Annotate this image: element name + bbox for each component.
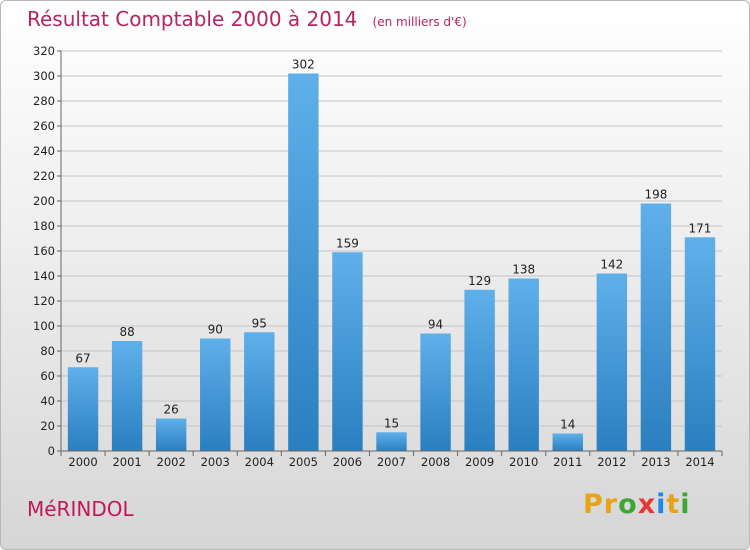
bar [111,341,143,451]
y-tick-label: 180 [33,219,55,233]
y-tick-label: 20 [40,419,55,433]
y-tick-label: 0 [48,444,55,458]
y-tick-label: 80 [40,344,55,358]
y-tick-label: 40 [40,394,55,408]
bar-value-label: 14 [560,418,575,432]
y-tick-label: 300 [33,69,55,83]
logo-letter: P [583,489,604,520]
y-tick-label: 320 [33,44,55,58]
bar [288,73,319,451]
x-tick-label: 2006 [333,455,362,469]
bar [332,252,363,451]
y-tick-label: 280 [33,94,55,108]
bar [640,203,672,451]
bar-value-label: 302 [292,58,315,72]
x-tick-label: 2003 [201,455,230,469]
logo-letter: x [637,489,657,520]
bar-value-label: 171 [689,221,712,235]
x-tick-label: 2008 [421,455,450,469]
town-name: MéRINDOL [27,497,134,521]
bar-value-label: 88 [119,325,134,339]
y-tick-label: 260 [33,119,55,133]
bar-value-label: 198 [644,188,667,202]
bar [155,418,187,451]
bar [200,338,231,451]
x-tick-label: 2005 [289,455,318,469]
bar-value-label: 26 [164,403,179,417]
chart-title-unit: (en milliers d'€) [372,15,467,29]
x-tick-label: 2004 [245,455,274,469]
x-tick-label: 2009 [465,455,494,469]
logo-letter: t [666,489,681,520]
x-tick-label: 2014 [685,455,714,469]
y-axis: 0 20 40 60 80 100 120 140 160 180 200 220 240 260 280 3… [33,44,62,458]
logo-letter: i [680,489,691,520]
logo-letter: r [603,489,619,520]
bar [67,367,99,451]
y-tick-label: 60 [40,369,55,383]
bar-value-label: 94 [428,318,443,332]
y-tick-label: 240 [33,144,55,158]
bars: 67 88 26 90 95 302 159 15 94 129 138 14 142 198 171 [67,58,716,451]
bar [508,278,539,451]
bar [464,289,495,451]
bar [376,432,407,451]
x-tick-label: 2012 [597,455,626,469]
bar-value-label: 129 [468,274,491,288]
x-tick-label: 2010 [509,455,538,469]
y-tick-label: 140 [33,269,55,283]
bar [420,333,451,451]
bar-value-label: 142 [600,258,623,272]
bar [596,273,628,451]
y-tick-label: 160 [33,244,55,258]
y-tick-label: 100 [33,319,55,333]
x-tick-label: 2001 [112,455,141,469]
bar [684,237,716,451]
x-tick-label: 2013 [641,455,670,469]
x-axis: 2000 2001 2002 2003 2004 2005 2006 2007 2008 2009… [60,450,723,469]
x-tick-label: 2002 [157,455,186,469]
y-tick-label: 200 [33,194,55,208]
logo-letter: i [656,489,667,520]
bar [244,332,275,451]
bar-value-label: 90 [208,323,223,337]
bar-value-label: 159 [336,236,359,250]
bar-value-label: 67 [75,351,90,365]
x-tick-label: 2000 [68,455,97,469]
x-tick-label: 2011 [553,455,582,469]
bar-value-label: 15 [384,416,399,430]
chart-title: Résultat Comptable 2000 à 2014 (en milli… [27,7,467,31]
bar-value-label: 138 [512,263,535,277]
proxiti-logo: Proxiti [583,489,691,520]
logo-letter: o [618,489,638,520]
bar [552,433,583,451]
x-tick-label: 2007 [377,455,406,469]
chart-title-main: Résultat Comptable 2000 à 2014 [27,7,358,31]
bar-value-label: 95 [252,316,267,330]
y-tick-label: 220 [33,169,55,183]
y-tick-label: 120 [33,294,55,308]
